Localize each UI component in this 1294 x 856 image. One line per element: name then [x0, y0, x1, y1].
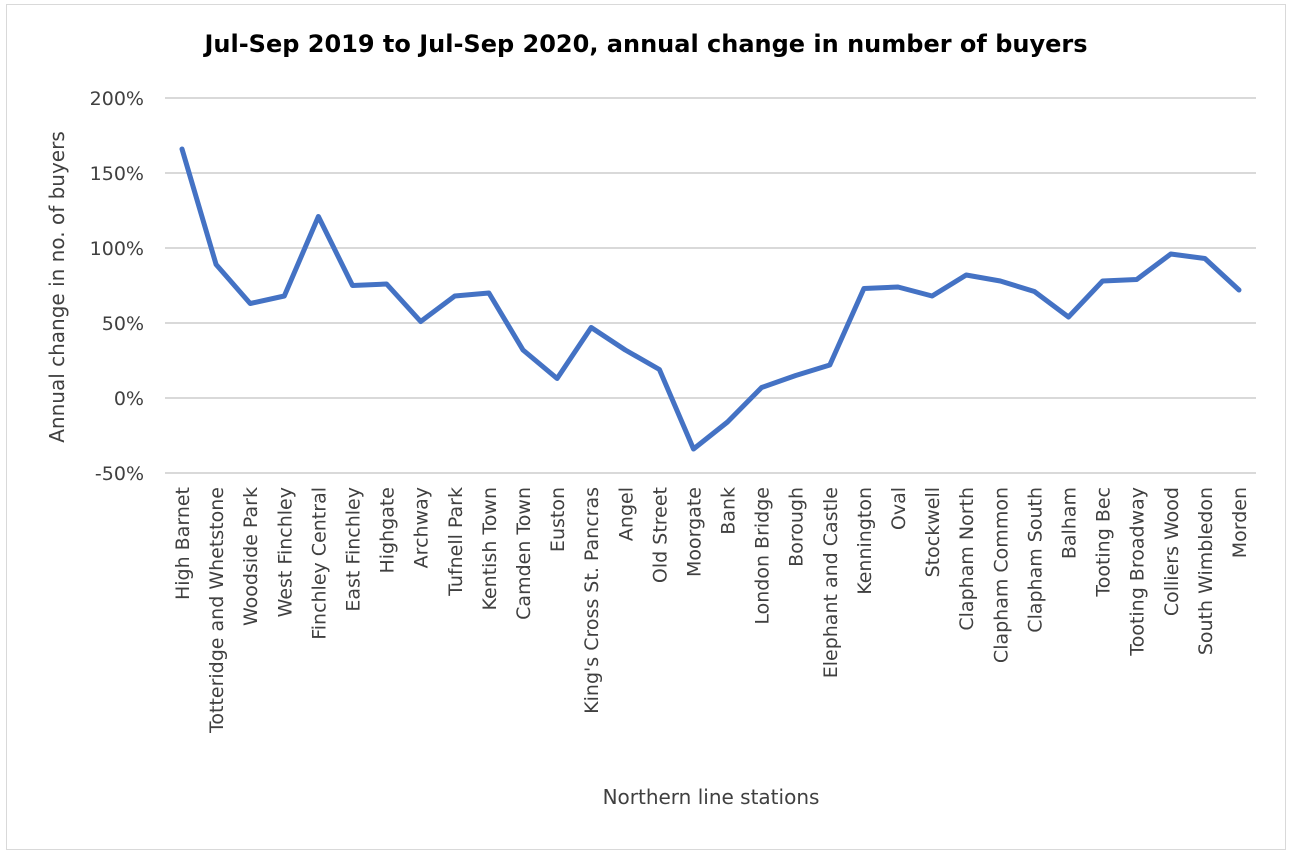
x-tick-label: Morden — [1229, 487, 1251, 558]
chart-title: Jul-Sep 2019 to Jul-Sep 2020, annual cha… — [202, 30, 1087, 58]
x-tick-label: Clapham North — [956, 487, 978, 631]
x-tick-label: Moorgate — [684, 487, 706, 577]
x-tick-label: Tooting Bec — [1093, 487, 1115, 598]
y-tick-label: 100% — [90, 238, 144, 260]
x-tick-label: Kentish Town — [479, 487, 501, 611]
x-tick-label: Angel — [615, 487, 637, 541]
series-layer — [179, 146, 1242, 452]
x-tick-label: Old Street — [649, 487, 671, 583]
x-tick-label: West Finchley — [274, 487, 296, 617]
x-tick-label: East Finchley — [343, 487, 365, 612]
gridlines — [165, 97, 1256, 474]
series-line — [179, 146, 1242, 452]
x-tick-label: Tooting Broadway — [1127, 487, 1149, 657]
x-tick-label: Oval — [888, 487, 910, 530]
x-axis-ticks: High Barnet Totteridge and Whetstone Woods… — [172, 487, 1251, 734]
y-tick-label: 150% — [90, 163, 144, 185]
x-tick-label: Balham — [1059, 487, 1081, 559]
x-tick-label: Highgate — [377, 487, 399, 574]
x-tick-label: Clapham South — [1024, 487, 1046, 633]
x-tick-label: Bank — [718, 487, 740, 535]
x-tick-label: Totteridge and Whetstone — [206, 487, 228, 734]
x-tick-label: Euston — [547, 487, 569, 552]
x-tick-label: King's Cross St. Pancras — [581, 487, 603, 714]
x-tick-label: Borough — [786, 487, 808, 567]
y-tick-label: 50% — [102, 313, 144, 335]
x-tick-label: Colliers Wood — [1161, 487, 1183, 616]
x-tick-label: Finchley Central — [308, 487, 330, 640]
y-axis-ticks: 200% 150% 100% 50% 0% -50% — [90, 88, 144, 485]
y-axis-title: Annual change in no. of buyers — [45, 131, 69, 443]
x-tick-label: High Barnet — [172, 487, 194, 600]
x-tick-label: Elephant and Castle — [820, 487, 842, 678]
y-tick-label: 200% — [90, 88, 144, 110]
x-tick-label: Stockwell — [922, 487, 944, 577]
x-tick-label: London Bridge — [752, 487, 774, 625]
x-tick-label: South Wimbledon — [1195, 487, 1217, 655]
x-tick-label: Clapham Common — [990, 487, 1012, 663]
x-tick-label: Archway — [411, 487, 433, 568]
x-tick-label: Camden Town — [513, 487, 535, 620]
chart-frame — [6, 4, 1286, 850]
y-tick-label: -50% — [95, 463, 144, 485]
x-tick-label: Woodside Park — [240, 487, 262, 626]
x-tick-label: Tufnell Park — [445, 487, 467, 597]
x-tick-label: Kennington — [854, 487, 876, 595]
x-axis-title: Northern line stations — [603, 785, 820, 809]
y-tick-label: 0% — [114, 388, 144, 410]
